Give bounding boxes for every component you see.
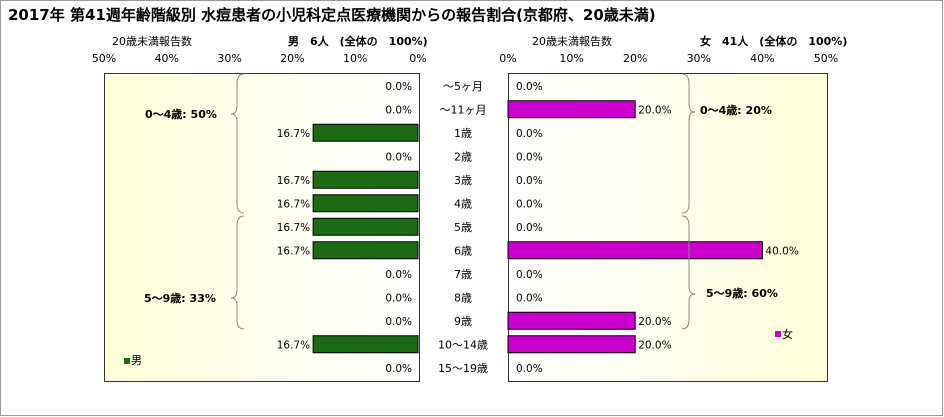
age-category-label: ～5ヶ月 (443, 80, 483, 93)
female-x-tick-label: 20% (623, 52, 647, 65)
age-category-label: 9歳 (454, 315, 472, 328)
male-value-label: 16.7% (277, 245, 310, 257)
male-value-labels: 0.0% 0.0% 16.7% 0.0% 16.7% 16.7% 16.7% 16.7% 0.0… (277, 81, 412, 375)
female-value-label: 0.0% (516, 81, 543, 93)
male-value-label: 0.0% (385, 363, 412, 375)
female-x-tick-label: 0% (499, 52, 516, 65)
male-legend-swatch (124, 358, 130, 364)
female-legend-label: 女 (782, 327, 793, 341)
male-x-tick-label: 20% (280, 52, 304, 65)
female-x-tick-label: 50% (814, 52, 838, 65)
male-value-label: 16.7% (277, 198, 310, 210)
male-bar (312, 194, 419, 213)
male-bars (312, 123, 419, 354)
female-value-label: 20.0% (638, 339, 671, 351)
male-value-label: 16.7% (277, 339, 310, 351)
female-value-label: 0.0% (516, 269, 543, 281)
female-bar (507, 335, 636, 354)
female-value-label: 0.0% (516, 198, 543, 210)
male-value-label: 0.0% (385, 104, 412, 116)
age-category-label: 5歳 (454, 221, 472, 234)
age-category-labels: ～5ヶ月 ～11ヶ月 1歳 2歳 3歳 4歳 5歳 6歳 7歳 8歳 9歳 10～14歳 15～19歳 (438, 80, 488, 375)
male-value-label: 16.7% (277, 175, 310, 187)
female-group-0-4-annotation: 0～4歳: 20% (700, 103, 772, 117)
female-value-label: 0.0% (516, 175, 543, 187)
female-axis-ticks: 0% 10% 20% 30% 40% 50% (499, 52, 838, 65)
age-category-label: 4歳 (454, 197, 472, 210)
male-x-tick-label: 50% (92, 52, 116, 65)
female-value-label: 0.0% (516, 292, 543, 304)
female-value-labels: 0.0% 20.0% 0.0% 0.0% 0.0% 0.0% 0.0% 40.0% 0.0% 0.… (516, 81, 799, 375)
male-value-label: 16.7% (277, 128, 310, 140)
female-x-tick-label: 10% (559, 52, 583, 65)
female-value-label: 20.0% (638, 104, 671, 116)
male-legend-label: 男 (131, 354, 142, 367)
male-x-tick-label: 30% (217, 52, 241, 65)
male-group-0-4-annotation: 0～4歳: 50% (145, 107, 217, 121)
male-axis-ticks: 50% 40% 30% 20% 10% 0% (92, 52, 427, 65)
female-value-label: 0.0% (516, 151, 543, 163)
female-legend-swatch (775, 331, 781, 337)
female-group-5-9-annotation: 5～9歳: 60% (706, 286, 778, 300)
female-bar (507, 100, 636, 119)
male-value-label: 0.0% (385, 292, 412, 304)
chart-title: 2017年 第41週年齢階級別 水痘患者の小児科定点医療機関からの報告割合(京都… (8, 6, 656, 24)
left-header-total: 男 6人 (全体の 100%) (288, 35, 428, 48)
age-category-label: 15～19歳 (438, 362, 488, 375)
female-value-label: 0.0% (516, 363, 543, 375)
female-value-label: 20.0% (638, 316, 671, 328)
age-category-label: ～11ヶ月 (440, 103, 487, 116)
male-x-tick-label: 0% (409, 52, 426, 65)
female-bar (507, 241, 763, 260)
age-category-label: 8歳 (454, 291, 472, 304)
male-x-tick-label: 40% (155, 52, 179, 65)
age-category-label: 6歳 (454, 244, 472, 257)
age-category-label: 3歳 (454, 174, 472, 187)
male-value-label: 0.0% (385, 269, 412, 281)
female-plot-area (508, 73, 828, 382)
female-x-tick-label: 40% (750, 52, 774, 65)
female-value-label: 0.0% (516, 222, 543, 234)
male-group-5-9-annotation: 5～9歳: 33% (144, 291, 216, 305)
age-category-label: 7歳 (454, 268, 472, 281)
male-value-label: 0.0% (385, 151, 412, 163)
male-value-label: 16.7% (277, 222, 310, 234)
age-category-label: 2歳 (454, 150, 472, 163)
male-bar (312, 217, 419, 236)
female-bar (507, 311, 636, 330)
age-category-label: 10～14歳 (438, 338, 488, 351)
male-bar (312, 335, 419, 354)
right-header-count-label: 20歳未満報告数 (532, 35, 612, 48)
female-value-label: 0.0% (516, 128, 543, 140)
male-bar (312, 241, 419, 260)
age-category-label: 1歳 (454, 127, 472, 140)
female-value-label: 40.0% (765, 245, 798, 257)
female-age-group-braces (681, 73, 696, 330)
female-x-tick-label: 30% (687, 52, 711, 65)
male-value-label: 0.0% (385, 81, 412, 93)
female-bars (507, 100, 763, 354)
left-header-count-label: 20歳未満報告数 (112, 35, 192, 48)
right-header-total: 女 41人 (全体の 100%) (700, 35, 848, 48)
male-bar (312, 170, 419, 189)
male-bar (312, 123, 419, 142)
male-value-label: 0.0% (385, 316, 412, 328)
male-age-group-braces (230, 73, 245, 330)
male-x-tick-label: 10% (343, 52, 367, 65)
